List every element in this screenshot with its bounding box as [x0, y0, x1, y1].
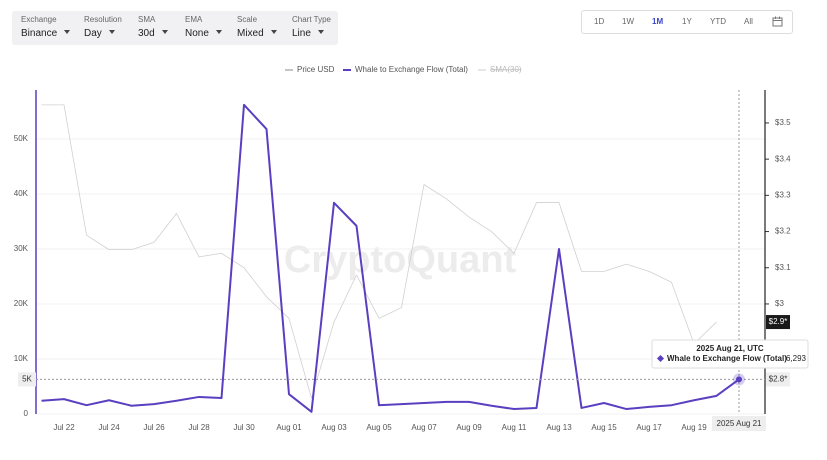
dropdown[interactable]: Scale Mixed [237, 15, 277, 39]
y-tick-label: 0 [24, 409, 29, 418]
y-tick-label: 50K [14, 134, 29, 143]
dropdown[interactable]: SMA 30d [138, 15, 168, 39]
legend-label[interactable]: Whale to Exchange Flow (Total) [355, 65, 468, 74]
x-tick-label: Aug 15 [591, 423, 617, 432]
crosshair-x-label: 2025 Aug 21 [717, 419, 762, 428]
range-button[interactable]: All [744, 17, 753, 26]
x-tick-label: Aug 07 [411, 423, 437, 432]
x-tick-label: Aug 03 [321, 423, 347, 432]
dropdown-label: EMA [185, 15, 203, 24]
dropdown-value: Day [84, 28, 122, 39]
dropdown-value: Line [292, 28, 331, 39]
tooltip-value: 6,293 [786, 354, 807, 363]
x-tick-label: Aug 05 [366, 423, 392, 432]
dropdown[interactable]: Resolution Day [84, 15, 122, 39]
y-tick-label: 30K [14, 244, 29, 253]
hover-point [736, 376, 742, 383]
y-tick-label: 20K [14, 299, 29, 308]
y-tick-label: 40K [14, 189, 29, 198]
x-tick-label: Jul 28 [188, 423, 210, 432]
x-tick-label: Aug 01 [276, 423, 302, 432]
x-tick-label: Aug 19 [681, 423, 707, 432]
dropdown-value: None [185, 28, 222, 39]
range-button[interactable]: 1D [594, 17, 605, 26]
dropdown-label: Resolution [84, 15, 122, 24]
crosshair-x-box [712, 416, 766, 431]
y-tick-label: 10K [14, 354, 29, 363]
x-tick-label: Jul 22 [53, 423, 75, 432]
dropdown[interactable]: EMA None [185, 15, 222, 39]
series-line [41, 103, 740, 413]
dropdown-value: 30d [138, 28, 168, 39]
x-tick-label: Jul 24 [98, 423, 120, 432]
range-button[interactable]: 1M [652, 17, 664, 26]
dropdown[interactable]: Exchange Binance [21, 15, 70, 39]
crosshair-y-box [18, 372, 36, 387]
dropdown-label: Scale [237, 15, 258, 24]
y2-tick-label: $3.5 [775, 118, 791, 127]
crosshair-y2-label: $2.8* [769, 374, 788, 383]
dropdown-label: SMA [138, 15, 156, 24]
y2-tick-label: $3.4 [775, 154, 791, 163]
x-tick-label: Aug 09 [456, 423, 482, 432]
tooltip-title: 2025 Aug 21, UTC [696, 344, 764, 353]
crosshair-y-label: 5K [22, 374, 32, 383]
watermark: CryptoQuant [284, 239, 517, 281]
x-tick-label: Aug 13 [546, 423, 572, 432]
legend-label[interactable]: SMA(30) [490, 65, 522, 74]
dropdown-label: Exchange [21, 15, 57, 24]
calendar-icon[interactable] [772, 16, 783, 27]
range-button[interactable]: YTD [710, 17, 726, 26]
tooltip-marker [656, 354, 665, 363]
range-button[interactable]: 1W [622, 17, 634, 26]
tooltip-box [651, 339, 809, 369]
dropdown[interactable]: Chart Type Line [292, 15, 331, 39]
dropdown-value: Binance [21, 28, 70, 39]
y2-tick-label: $3.1 [775, 263, 791, 272]
legend-label[interactable]: Price USD [297, 65, 335, 74]
dropdown-value: Mixed [237, 28, 277, 39]
x-tick-label: Jul 30 [233, 423, 255, 432]
series-line [41, 104, 717, 399]
last-price-label: $2.9* [769, 317, 788, 326]
x-tick-label: Aug 11 [502, 423, 527, 432]
hover-halo [733, 373, 745, 386]
dropdown-label: Chart Type [292, 15, 331, 24]
range-button[interactable]: 1Y [682, 17, 692, 26]
y2-tick-label: $3 [775, 299, 784, 308]
x-tick-label: Jul 26 [143, 423, 165, 432]
crosshair-y2-box [766, 372, 790, 387]
toolbar: Exchange Binance Resolution Day SMA 30d EMA Non… [12, 11, 338, 45]
range-selector: 1D 1W 1M 1Y YTD All [581, 10, 793, 34]
tooltip-series: Whale to Exchange Flow (Total) [667, 354, 787, 363]
y2-tick-label: $3.2 [775, 227, 791, 236]
last-price-box [766, 315, 790, 330]
x-tick-label: Aug 17 [636, 423, 662, 432]
y2-tick-label: $3.3 [775, 190, 791, 199]
